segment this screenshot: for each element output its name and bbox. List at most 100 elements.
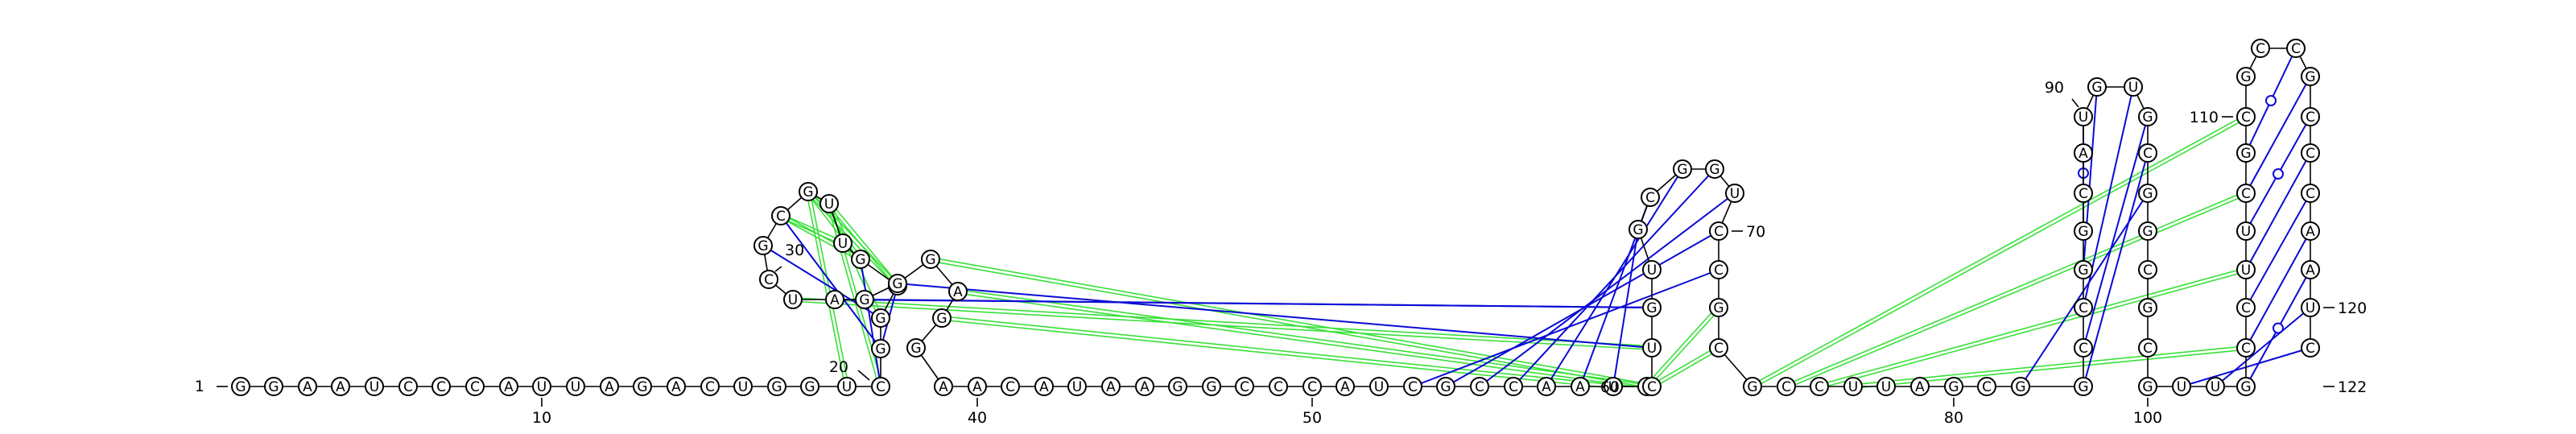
nucleotide: A [2301, 221, 2320, 241]
nucleotide-letter: G [2142, 379, 2153, 395]
nucleotide-letter: G [925, 252, 935, 268]
nucleotide-circle [783, 290, 803, 309]
position-label: 80 [1944, 409, 1963, 427]
nucleotide-circle [499, 377, 518, 396]
base-pair-line [864, 299, 1653, 308]
nucleotide: G [767, 377, 786, 396]
nucleotide-letter: C [876, 379, 886, 395]
nucleotide-letter: A [605, 379, 614, 395]
nucleotide-letter: C [2079, 341, 2088, 357]
nucleotide-letter: G [235, 379, 246, 395]
nucleotide: C [1977, 377, 1996, 396]
nucleotide-circle [1709, 221, 1728, 241]
nucleotide: C [1810, 377, 1829, 396]
nucleotide: G [231, 377, 250, 396]
nucleotide-letter: C [2241, 341, 2251, 357]
nucleotide: U [1369, 377, 1389, 396]
position-label: 50 [1302, 409, 1322, 427]
nucleotide: C [2138, 260, 2157, 279]
nucleotide-circle [968, 377, 987, 396]
tertiary-interaction-line [931, 257, 1653, 386]
nucleotide: C [1709, 221, 1728, 241]
nucleotide: U [2236, 260, 2256, 279]
nucleotide: C [2074, 338, 2093, 358]
nucleotide: C [465, 377, 485, 396]
nucleotide: U [733, 377, 753, 396]
nucleotide-letter: G [2305, 69, 2315, 85]
nucleotide-letter: G [1440, 379, 1451, 395]
nucleotide-circle [1810, 377, 1829, 396]
nucleotide: G [1944, 377, 1963, 396]
tertiary-interaction-line [1752, 118, 2248, 389]
nucleotide: U [2301, 298, 2320, 317]
nucleotide: C [2301, 107, 2320, 126]
nucleotide-circle [1604, 377, 1623, 396]
nucleotide: U [2124, 77, 2143, 97]
nucleotide-circle [600, 377, 619, 396]
nucleotide-letter: C [2306, 110, 2315, 126]
nucleotide-circle [2251, 39, 2270, 58]
nucleotide-letter: C [2306, 341, 2315, 357]
nucleotide: G [855, 290, 874, 309]
nucleotide: U [783, 290, 803, 309]
nucleotide: C [2301, 143, 2320, 163]
nucleotide-letter: C [2143, 341, 2153, 357]
nucleotide-letter: U [1608, 379, 1618, 395]
nucleotide-circle [733, 377, 753, 396]
nucleotide-circle [2074, 221, 2093, 241]
nucleotide-letter: A [504, 379, 514, 395]
nucleotide-circle [465, 377, 485, 396]
nucleotide-letter: G [804, 379, 815, 395]
nucleotide: U [1067, 377, 1087, 396]
tertiary-interaction-line [1650, 345, 1719, 386]
nucleotide-letter: U [2128, 80, 2138, 96]
nucleotide-letter: G [758, 238, 768, 254]
nucleotide-circle [871, 339, 890, 358]
nucleotide-circle [1269, 377, 1288, 396]
nucleotide: G [2087, 77, 2107, 97]
nucleotide-circle [1001, 377, 1020, 396]
nucleotide-letter: G [875, 311, 886, 327]
nucleotide-letter: U [2211, 379, 2220, 395]
position-label: 30 [785, 242, 804, 259]
base-pair-line [2245, 76, 2311, 194]
nucleotide-letter: G [936, 311, 947, 327]
nucleotide-letter: G [892, 276, 902, 292]
nucleotide: C [1777, 377, 1796, 396]
nucleotide-letter: A [1140, 379, 1150, 395]
nucleotide-circle [851, 250, 870, 269]
nucleotide-circle [2124, 77, 2143, 97]
nucleotide-letter: A [953, 284, 963, 300]
position-tick [857, 370, 870, 381]
nucleotide-circle [1202, 377, 1221, 396]
nucleotide-letter: C [2241, 300, 2251, 316]
nucleotide: A [499, 377, 518, 396]
nucleotide-letter: G [771, 379, 782, 395]
nucleotide: C [700, 377, 720, 396]
nucleotide: C [398, 377, 418, 396]
nucleotide-circle [2301, 107, 2320, 126]
tertiary-interaction-line [792, 300, 1652, 350]
nucleotide-circle [2301, 260, 2320, 279]
nucleotide-letter: C [403, 379, 413, 395]
nucleotide-letter: C [1781, 379, 1791, 395]
base-pair-line [2245, 152, 2311, 271]
nucleotide: U [837, 377, 857, 396]
nucleotide-letter: C [2079, 300, 2088, 316]
nucleotide-letter: C [2143, 262, 2153, 279]
nucleotide-letter: G [1206, 379, 1216, 395]
nucleotide-letter: C [2306, 186, 2315, 202]
base-pairs [762, 48, 2311, 387]
nucleotide: G [1436, 377, 1455, 396]
nucleotide-circle [1135, 377, 1154, 396]
nucleotide-letter: G [2142, 186, 2153, 202]
nucleotide-letter: C [764, 272, 774, 288]
nucleotide-letter: A [671, 379, 681, 395]
nucleotide-letter: U [842, 379, 852, 395]
nucleotide-circle [1743, 377, 1762, 396]
nucleotide-letter: G [1633, 222, 1643, 238]
nucleotide: C [2138, 143, 2157, 163]
nucleotide-circle [2074, 143, 2093, 163]
